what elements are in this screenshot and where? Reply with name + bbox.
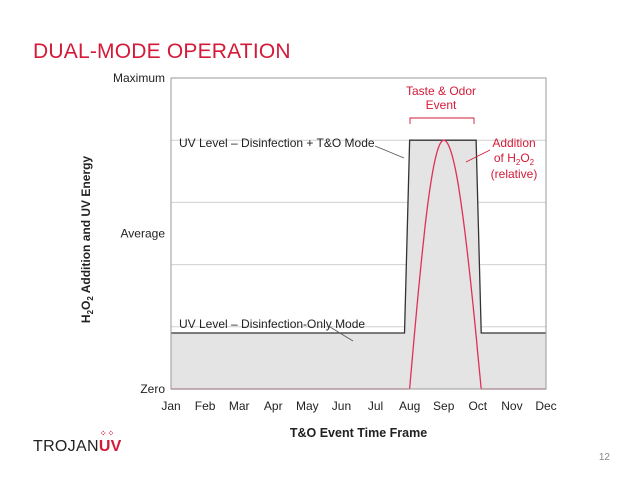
x-axis-label: T&O Event Time Frame <box>290 426 427 440</box>
annotation-h2o2-leader <box>465 149 491 163</box>
x-tick-label: Apr <box>264 399 283 413</box>
annotation-h2o2-line3: (relative) <box>491 167 538 181</box>
grid-layer <box>171 139 546 328</box>
logo-accent: ⁘⁘ UV <box>98 429 122 455</box>
x-tick-label: Feb <box>195 399 216 413</box>
logo-dots-icon: ⁘⁘ <box>99 429 116 438</box>
trojan-uv-logo: TROJAN ⁘⁘ UV <box>33 429 122 456</box>
x-tick-label: Nov <box>501 399 522 413</box>
annotation-uv-low: UV Level – Disinfection-Only Mode <box>179 317 365 331</box>
x-tick-label: Jul <box>368 399 383 413</box>
x-tick-label: Jan <box>161 399 180 413</box>
h2o2-curve <box>171 139 546 390</box>
y-tick-label: Maximum <box>113 71 165 85</box>
x-tick-label: Aug <box>399 399 420 413</box>
y-tick-label: Zero <box>140 382 165 396</box>
page-number: 12 <box>598 452 610 463</box>
annotation-uv-high: UV Level – Disinfection + T&O Mode <box>179 136 375 150</box>
x-tick-labels: Jan Feb Mar Apr May Jun Jul Aug Sep Oct Nov Dec <box>161 399 556 413</box>
x-tick-label: Dec <box>535 399 556 413</box>
annotation-uv-low-leader <box>329 326 354 342</box>
event-bracket <box>409 117 475 124</box>
y-tick-label: Average <box>121 227 166 241</box>
x-tick-label: Sep <box>433 399 455 413</box>
x-tick-label: Mar <box>229 399 250 413</box>
y-axis-label: H2O2 Addition and UV Energy <box>79 156 95 323</box>
uv-level-area <box>171 140 546 389</box>
annotation-uv-high-leader <box>374 145 405 159</box>
x-tick-label: Oct <box>468 399 487 413</box>
annotation-event-line1: Taste & Odor <box>406 84 476 98</box>
x-tick-label: May <box>296 399 319 413</box>
annotation-event-line2: Event <box>426 98 457 112</box>
plot-frame <box>170 77 547 390</box>
annotation-h2o2-line1: Addition <box>492 136 535 150</box>
slide-title: DUAL-MODE OPERATION <box>33 40 291 63</box>
logo-text: TROJAN <box>33 438 99 455</box>
x-tick-label: Jun <box>332 399 351 413</box>
annotation-h2o2-line2: of H2O2 <box>494 151 535 167</box>
y-tick-labels: Zero Average Maximum <box>113 71 165 396</box>
series-layer <box>171 139 546 390</box>
fill-layer <box>171 140 546 389</box>
